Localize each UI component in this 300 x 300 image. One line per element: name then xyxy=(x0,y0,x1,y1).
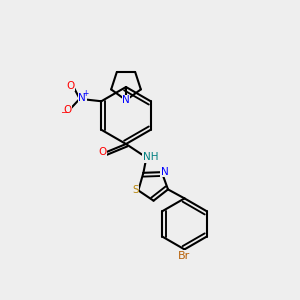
Text: N: N xyxy=(122,95,130,105)
Text: O: O xyxy=(98,147,107,158)
Text: N: N xyxy=(161,167,169,177)
Text: O: O xyxy=(67,81,75,91)
Text: N: N xyxy=(78,93,86,103)
Text: +: + xyxy=(82,89,88,98)
Text: Br: Br xyxy=(178,251,190,261)
Text: −: − xyxy=(60,108,68,116)
Text: NH: NH xyxy=(143,152,158,163)
Text: S: S xyxy=(132,185,139,195)
Text: O: O xyxy=(63,105,71,115)
